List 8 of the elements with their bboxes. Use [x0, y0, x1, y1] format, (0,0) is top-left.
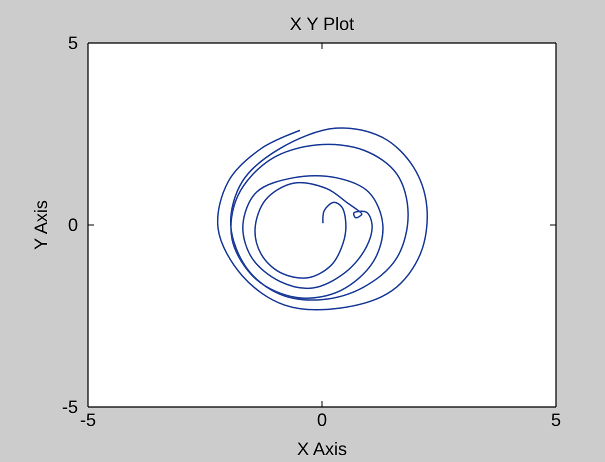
x-tick-label: 5	[550, 410, 562, 430]
y-axis-title: Y Axis	[31, 200, 51, 250]
x-axis-title: X Axis	[296, 439, 348, 459]
y-tick-label: 5	[68, 32, 78, 53]
chart-title: X Y Plot	[290, 14, 354, 34]
y-tick-label: 0	[68, 214, 78, 235]
x-tick-label: 0	[316, 410, 328, 430]
y-tick-label: -5	[62, 396, 78, 417]
